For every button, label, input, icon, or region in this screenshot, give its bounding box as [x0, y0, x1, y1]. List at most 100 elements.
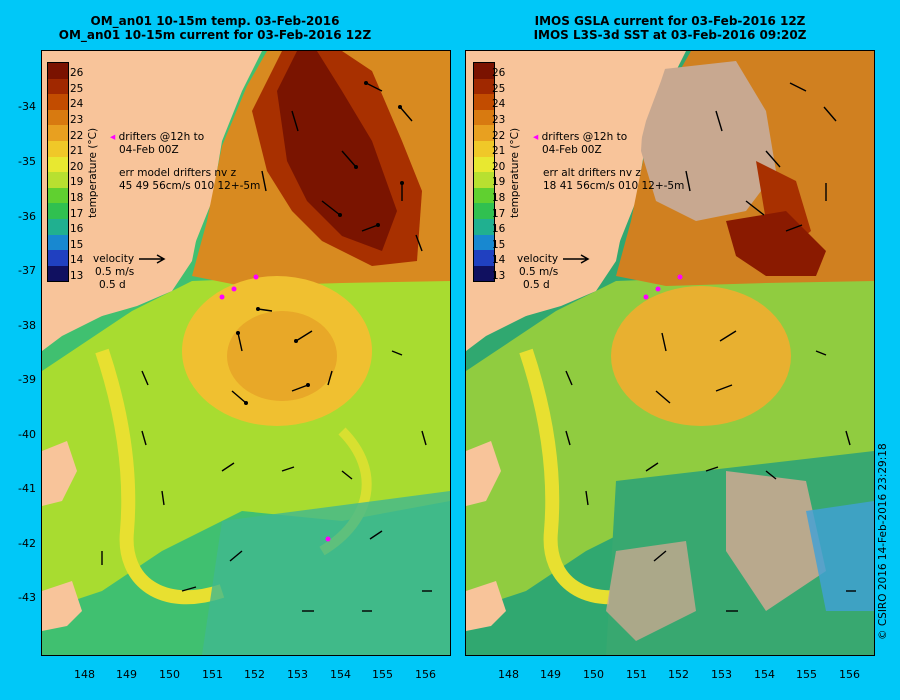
right-drifters-legend: ◂ drifters @12h to 04-Feb 00Z — [533, 131, 627, 157]
current-vectors — [565, 82, 856, 612]
colorbar-segment — [48, 156, 68, 173]
colorbar-segment — [474, 203, 494, 219]
x-tick: 152 — [668, 668, 689, 681]
left-drifters-legend: ◂ drifters @12h to 04-Feb 00Z — [110, 131, 204, 157]
warm-core-inner — [277, 51, 397, 251]
colorbar-label: 20 — [492, 161, 506, 173]
colorbar-label: 26 — [70, 67, 84, 79]
velocity-title: velocity — [93, 253, 135, 265]
tas-land — [466, 581, 506, 631]
island-land — [42, 441, 77, 506]
colorbar-segment — [48, 109, 68, 126]
ocean-teal — [202, 491, 450, 655]
colorbar-label: 16 — [492, 223, 506, 235]
colorbar-segment — [48, 234, 68, 251]
colorbar-label: 23 — [70, 114, 84, 126]
y-tick: -34 — [18, 100, 36, 113]
front-filament-1 — [95, 348, 225, 605]
colorbar-label: 26 — [492, 67, 506, 79]
colorbar-label: 16 — [70, 223, 84, 235]
x-tick: 154 — [754, 668, 775, 681]
colorbar-label: 24 — [492, 98, 506, 110]
right-title-line2: IMOS L3S-3d SST at 03-Feb-2016 09:20Z — [533, 28, 807, 42]
colorbar-label: 20 — [70, 161, 84, 173]
right-colorbar — [473, 62, 495, 283]
tas-land — [42, 581, 82, 631]
colorbar-segment — [474, 172, 494, 188]
velocity-duration: 0.5 d — [99, 279, 126, 291]
right-title: IMOS GSLA current for 03-Feb-2016 12Z IM… — [460, 14, 880, 42]
colorbar-label: 25 — [492, 83, 506, 95]
colorbar-segment — [48, 265, 68, 282]
front-filament-1 — [519, 348, 649, 605]
velocity-speed: 0.5 m/s — [519, 266, 559, 278]
x-tick: 153 — [711, 668, 732, 681]
colorbar-label: 17 — [492, 208, 506, 220]
x-tick: 156 — [415, 668, 436, 681]
x-tick: 153 — [287, 668, 308, 681]
x-tick: 151 — [202, 668, 223, 681]
x-tick: 148 — [74, 668, 95, 681]
colorbar-segment — [48, 187, 68, 204]
island-land — [466, 441, 501, 506]
colorbar-label: 23 — [492, 114, 506, 126]
x-tick: 149 — [540, 668, 561, 681]
drifter-markers — [219, 274, 331, 542]
right-err-line2: 18 41 56cm/s 010 12+-5m — [543, 180, 685, 192]
x-tick: 149 — [116, 668, 137, 681]
warm-core-inner — [726, 211, 826, 276]
colorbar-label: 24 — [70, 98, 84, 110]
left-title: OM_an01 10-15m temp. 03-Feb-2016 OM_an01… — [5, 14, 425, 42]
x-tick: 156 — [839, 668, 860, 681]
y-tick: -40 — [18, 428, 36, 441]
colorbar-segment — [474, 156, 494, 173]
velocity-duration: 0.5 d — [523, 279, 550, 291]
left-drifters-line1: drifters @12h to — [118, 131, 205, 143]
drifter-legend-icon: ◂ — [533, 131, 539, 143]
colorbar-label: 18 — [70, 192, 84, 204]
y-tick: -37 — [18, 264, 36, 277]
warm-eddy — [611, 286, 791, 426]
x-tick: 155 — [372, 668, 393, 681]
colorbar-segment — [48, 78, 68, 95]
colorbar-segment — [474, 234, 494, 251]
right-map[interactable] — [465, 50, 875, 656]
colorbar-label: 25 — [70, 83, 84, 95]
colorbar-segment — [474, 265, 494, 282]
credit-text: © CSIRO 2016 14-Feb-2016 23:29:18 — [877, 443, 889, 640]
colorbar-label: 15 — [492, 239, 506, 251]
colorbar-label: 13 — [492, 270, 506, 282]
coast-land — [42, 51, 247, 351]
left-map[interactable] — [41, 50, 451, 656]
right-colorbar-title: temperature (°C) — [509, 127, 521, 218]
colorbar-label: 14 — [492, 254, 506, 266]
right-title-line1: IMOS GSLA current for 03-Feb-2016 12Z — [534, 14, 806, 28]
colorbar-label: 22 — [492, 130, 506, 142]
colorbar-segment — [474, 109, 494, 126]
velocity-arrow-icon — [139, 254, 166, 264]
colorbar-label: 18 — [492, 192, 506, 204]
velocity-title: velocity — [517, 253, 559, 265]
left-err-line2: 45 49 56cm/s 010 12+-5m — [119, 180, 261, 192]
warm-eddy-core — [227, 311, 337, 401]
x-tick: 152 — [244, 668, 265, 681]
drifter-legend-icon: ◂ — [110, 131, 116, 143]
right-err-line1: err alt drifters nv z — [543, 167, 641, 179]
right-drifters-line2: 04-Feb 00Z — [542, 144, 602, 156]
y-tick: -42 — [18, 537, 36, 550]
colorbar-segment — [48, 140, 68, 157]
colorbar-segment — [474, 250, 494, 266]
y-tick: -39 — [18, 373, 36, 386]
velocity-speed: 0.5 m/s — [95, 266, 135, 278]
current-arrowheads — [236, 81, 404, 405]
colorbar-label: 19 — [70, 176, 84, 188]
right-error-stats: err alt drifters nv z 18 41 56cm/s 010 1… — [543, 167, 684, 193]
left-velocity-legend: velocity 0.5 m/s 0.5 d — [93, 253, 167, 292]
x-tick: 155 — [796, 668, 817, 681]
current-vectors — [101, 82, 432, 612]
coast-land — [466, 51, 671, 351]
x-tick: 154 — [330, 668, 351, 681]
drifter-markers — [643, 274, 683, 300]
no-data-patch — [641, 61, 776, 221]
no-data-patch — [606, 541, 696, 641]
